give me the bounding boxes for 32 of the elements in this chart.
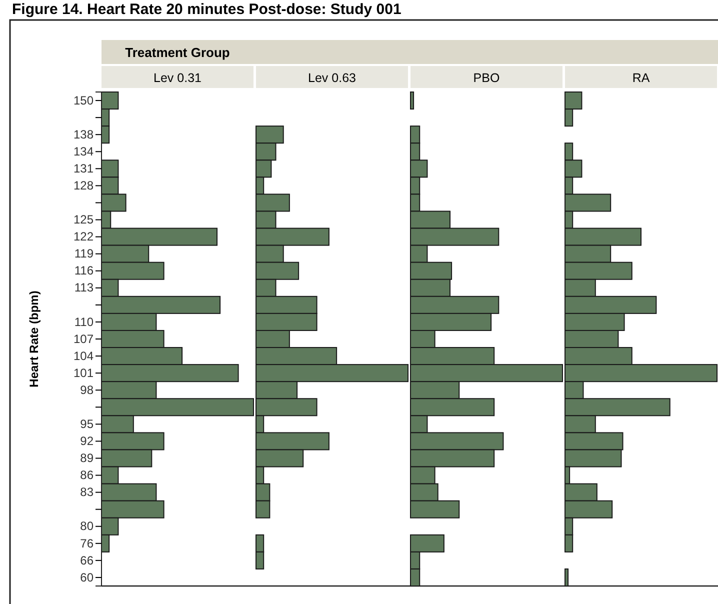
bar [410, 92, 414, 110]
y-tick-label: 128 [73, 178, 94, 193]
y-axis-title: Heart Rate (bpm) [27, 290, 41, 388]
chart-subtitle: Treatment Group [125, 45, 230, 60]
y-tick-label: 104 [73, 348, 94, 363]
y-tick-label: 98 [80, 382, 94, 397]
y-tick-label: 138 [73, 127, 94, 142]
y-tick-label: 131 [73, 161, 94, 176]
x-axis-title: Lev 0.31 [154, 71, 202, 85]
y-tick-label: 110 [74, 314, 94, 329]
y-tick-label: 107 [73, 332, 94, 346]
y-tick-label: 125 [73, 212, 94, 227]
y-tick-label: 76 [80, 536, 94, 550]
y-tick-label: 95 [80, 417, 94, 432]
y-tick-label: 66 [80, 553, 94, 568]
y-tick-label: 134 [73, 144, 94, 158]
y-tick-label: 150 [73, 93, 94, 108]
y-tick-label: 80 [80, 519, 94, 534]
chart-title: Figure 14. Heart Rate 20 minutes Post-dose: Study 001 [12, 1, 402, 18]
y-tick-label: 119 [74, 246, 94, 261]
x-axis-title: Lev 0.63 [308, 71, 356, 85]
x-axis-title: PBO [473, 71, 500, 85]
y-tick-label: 113 [74, 280, 94, 295]
y-tick-label: 116 [74, 264, 94, 278]
y-tick-label: 83 [80, 485, 94, 500]
y-tick-label: 60 [80, 570, 94, 584]
x-axis-title: RA [632, 71, 650, 85]
y-tick-label: 89 [80, 451, 94, 466]
y-tick-label: 86 [80, 468, 94, 482]
y-tick-label: 101 [73, 366, 94, 380]
y-tick-label: 92 [80, 434, 94, 448]
y-tick-label: 122 [73, 230, 94, 244]
